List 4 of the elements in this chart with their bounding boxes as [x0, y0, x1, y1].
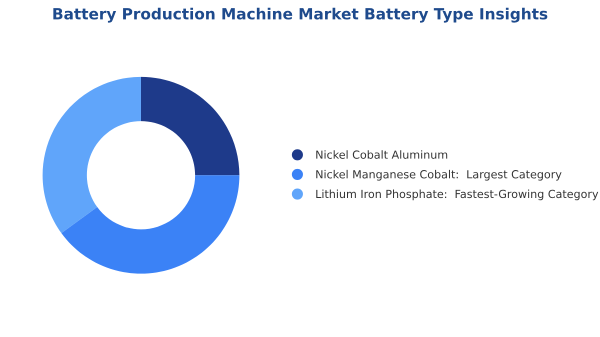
legend-label: Nickel Cobalt Aluminum [316, 150, 448, 159]
legend-label: Nickel Manganese Cobalt: Largest Category [316, 170, 562, 181]
legend-label: Lithium Iron Phosphate: Fastest-Growing Category [316, 190, 598, 200]
chart-title: Battery Production Machine Market Battery Type Insights [53, 8, 548, 23]
